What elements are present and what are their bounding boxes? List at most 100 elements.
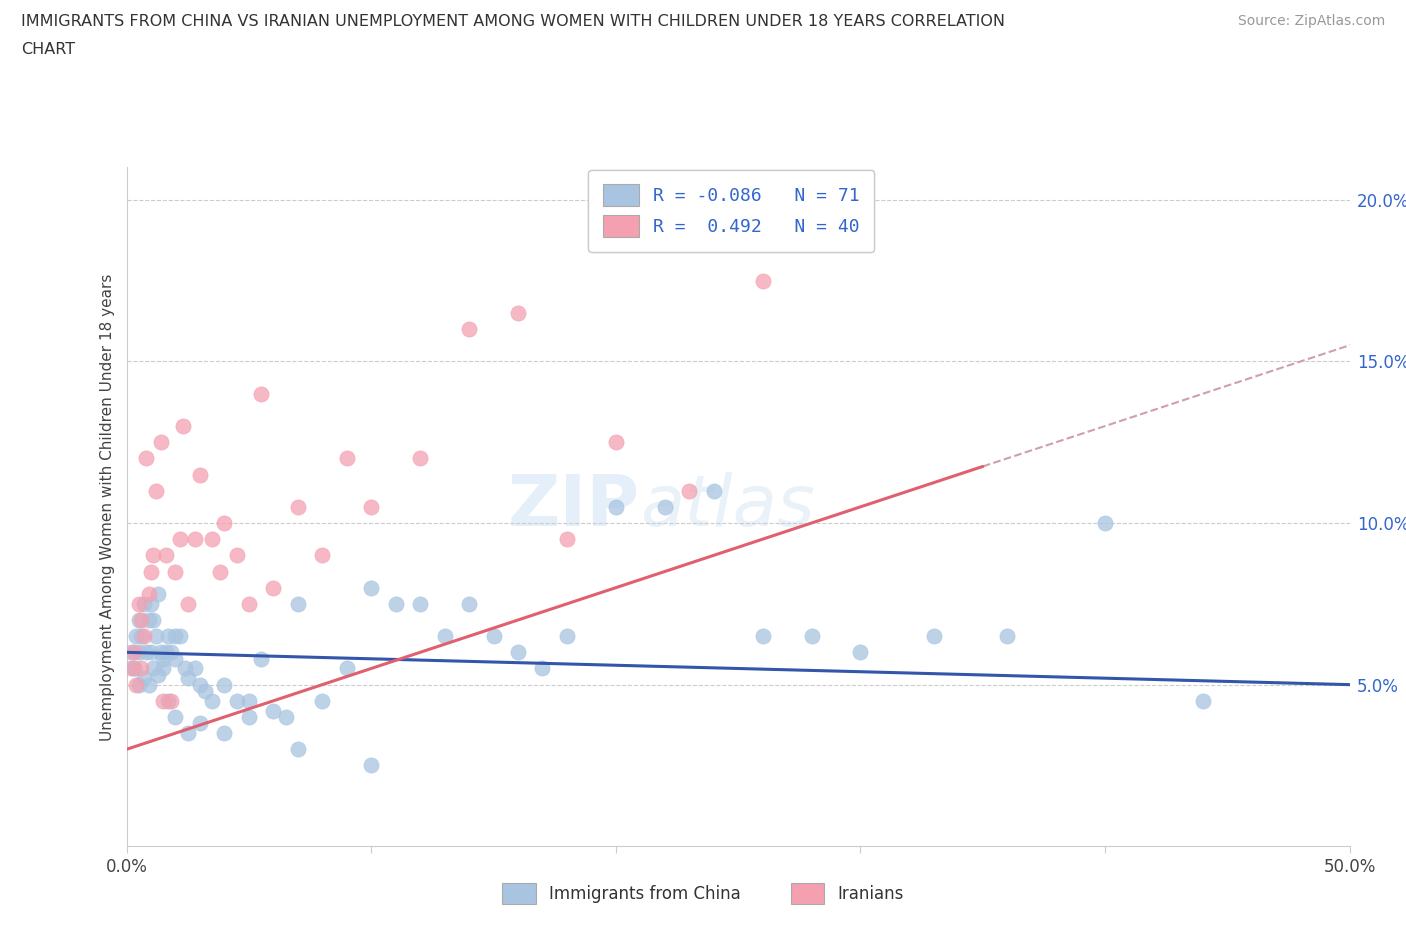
Point (149, 644, 172, 659)
Point (138, 613, 160, 628)
Point (184, 532, 207, 547)
Point (311, 548, 333, 563)
Point (165, 565, 187, 579)
Point (132, 671, 155, 685)
Point (250, 386, 273, 401)
Point (214, 725, 236, 740)
Point (360, 499, 382, 514)
Point (120, 661, 142, 676)
Point (225, 694, 247, 709)
Point (458, 596, 481, 611)
Point (238, 694, 260, 709)
Point (125, 677, 148, 692)
Point (1192, 694, 1215, 709)
Point (128, 596, 150, 611)
Point (138, 587, 160, 602)
Point (214, 677, 236, 692)
Point (125, 629, 148, 644)
Point (177, 725, 200, 740)
Text: Source: ZipAtlas.com: Source: ZipAtlas.com (1237, 14, 1385, 28)
Point (159, 694, 181, 709)
Point (145, 484, 167, 498)
Point (605, 434, 627, 449)
Point (128, 677, 150, 692)
Point (287, 742, 309, 757)
Text: CHART: CHART (21, 42, 75, 57)
Point (174, 661, 197, 676)
Point (214, 515, 236, 530)
Point (149, 434, 172, 449)
Point (360, 580, 382, 595)
Point (152, 651, 174, 666)
Point (165, 651, 187, 666)
Point (132, 629, 155, 644)
Point (531, 661, 554, 676)
Point (360, 758, 382, 773)
Text: atlas: atlas (640, 472, 815, 541)
Point (142, 548, 165, 563)
Point (605, 499, 627, 514)
Point (172, 418, 194, 433)
Point (129, 629, 152, 644)
Point (139, 565, 162, 579)
Point (177, 596, 200, 611)
Point (458, 322, 481, 337)
Point (1094, 515, 1116, 530)
Point (409, 596, 432, 611)
Point (145, 629, 167, 644)
Point (139, 596, 162, 611)
Point (188, 716, 211, 731)
Point (194, 684, 217, 698)
Point (165, 629, 187, 644)
Text: IMMIGRANTS FROM CHINA VS IRANIAN UNEMPLOYMENT AMONG WOMEN WITH CHILDREN UNDER 18: IMMIGRANTS FROM CHINA VS IRANIAN UNEMPLO… (21, 14, 1005, 29)
Point (169, 532, 191, 547)
Point (849, 644, 872, 659)
Point (152, 661, 174, 676)
Legend: Immigrants from China, Iranians: Immigrants from China, Iranians (489, 870, 917, 917)
Point (800, 629, 823, 644)
Point (142, 613, 165, 628)
Point (336, 451, 359, 466)
Point (506, 305, 529, 320)
Point (157, 629, 180, 644)
Point (159, 644, 181, 659)
Point (262, 580, 284, 595)
Point (129, 661, 152, 676)
Point (188, 467, 211, 482)
Point (287, 499, 309, 514)
Point (995, 629, 1018, 644)
Point (188, 677, 211, 692)
Point (506, 644, 529, 659)
Point (555, 532, 578, 547)
Point (165, 710, 187, 724)
Point (654, 499, 676, 514)
Point (135, 644, 157, 659)
Point (555, 629, 578, 644)
Point (142, 661, 165, 676)
Point (225, 548, 247, 563)
Point (157, 694, 180, 709)
Point (152, 694, 174, 709)
Point (751, 629, 773, 644)
Point (482, 629, 505, 644)
Point (751, 273, 773, 288)
Point (336, 661, 359, 676)
Point (139, 644, 162, 659)
Point (922, 629, 945, 644)
Point (201, 694, 224, 709)
Point (155, 644, 177, 659)
Point (250, 651, 273, 666)
Y-axis label: Unemployment Among Women with Children Under 18 years: Unemployment Among Women with Children U… (100, 273, 115, 740)
Point (129, 613, 152, 628)
Point (135, 451, 157, 466)
Point (169, 629, 191, 644)
Point (128, 644, 150, 659)
Point (262, 703, 284, 718)
Point (138, 677, 160, 692)
Point (274, 710, 297, 724)
Point (384, 596, 406, 611)
Point (155, 548, 177, 563)
Point (122, 661, 145, 676)
Point (122, 661, 145, 676)
Text: ZIP: ZIP (508, 472, 640, 541)
